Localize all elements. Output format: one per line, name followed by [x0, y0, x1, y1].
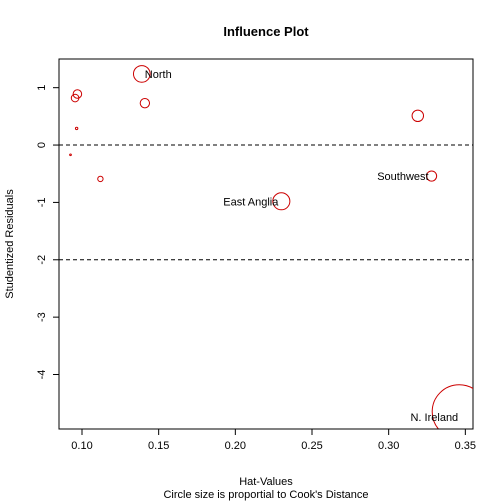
chart-title: Influence Plot — [223, 24, 309, 39]
x-axis: 0.10 0.15 0.20 0.25 0.30 0.35 — [71, 428, 476, 452]
plot-frame — [58, 58, 474, 430]
data-point-3 — [74, 126, 79, 131]
x-tick-label-3: 0.25 — [301, 440, 322, 452]
data-points — [69, 65, 473, 429]
data-point-6 — [139, 97, 151, 109]
data-point-2 — [72, 89, 83, 99]
x-tick-label-2: 0.20 — [225, 440, 246, 452]
data-point-5 — [132, 65, 151, 83]
data-point-4 — [97, 175, 104, 183]
y-tick-label-1: -3 — [36, 312, 48, 322]
x-tick-label-4: 0.30 — [378, 440, 399, 452]
x-tick-label-0: 0.10 — [71, 440, 92, 452]
y-tick-label-5: 1 — [36, 85, 48, 91]
y-tick-label-3: -1 — [36, 198, 48, 208]
y-axis-label: Studentized Residuals — [4, 189, 16, 299]
x-axis-caption: Circle size is proportial to Cook's Dist… — [163, 489, 368, 501]
point-label-5: North — [145, 69, 172, 81]
point-label-9: Southwest — [377, 171, 428, 183]
data-point-7 — [272, 192, 291, 211]
reference-lines — [59, 144, 473, 261]
point-label-7: East Anglia — [223, 196, 279, 208]
point-labels: North East Anglia Southwest N. Ireland — [145, 69, 458, 424]
x-tick-label-5: 0.35 — [455, 440, 476, 452]
data-point-9 — [426, 170, 438, 182]
y-tick-label-0: -4 — [36, 370, 48, 380]
y-tick-label-4: 0 — [36, 142, 48, 148]
x-axis-label: Hat-Values — [239, 476, 293, 488]
y-axis: -4 -3 -2 -1 0 1 — [36, 85, 60, 380]
data-point-0 — [69, 153, 72, 157]
y-tick-label-2: -2 — [36, 255, 48, 265]
point-label-10: N. Ireland — [410, 412, 458, 424]
data-point-8 — [411, 109, 425, 123]
x-tick-label-1: 0.15 — [148, 440, 169, 452]
data-point-10 — [431, 384, 473, 429]
